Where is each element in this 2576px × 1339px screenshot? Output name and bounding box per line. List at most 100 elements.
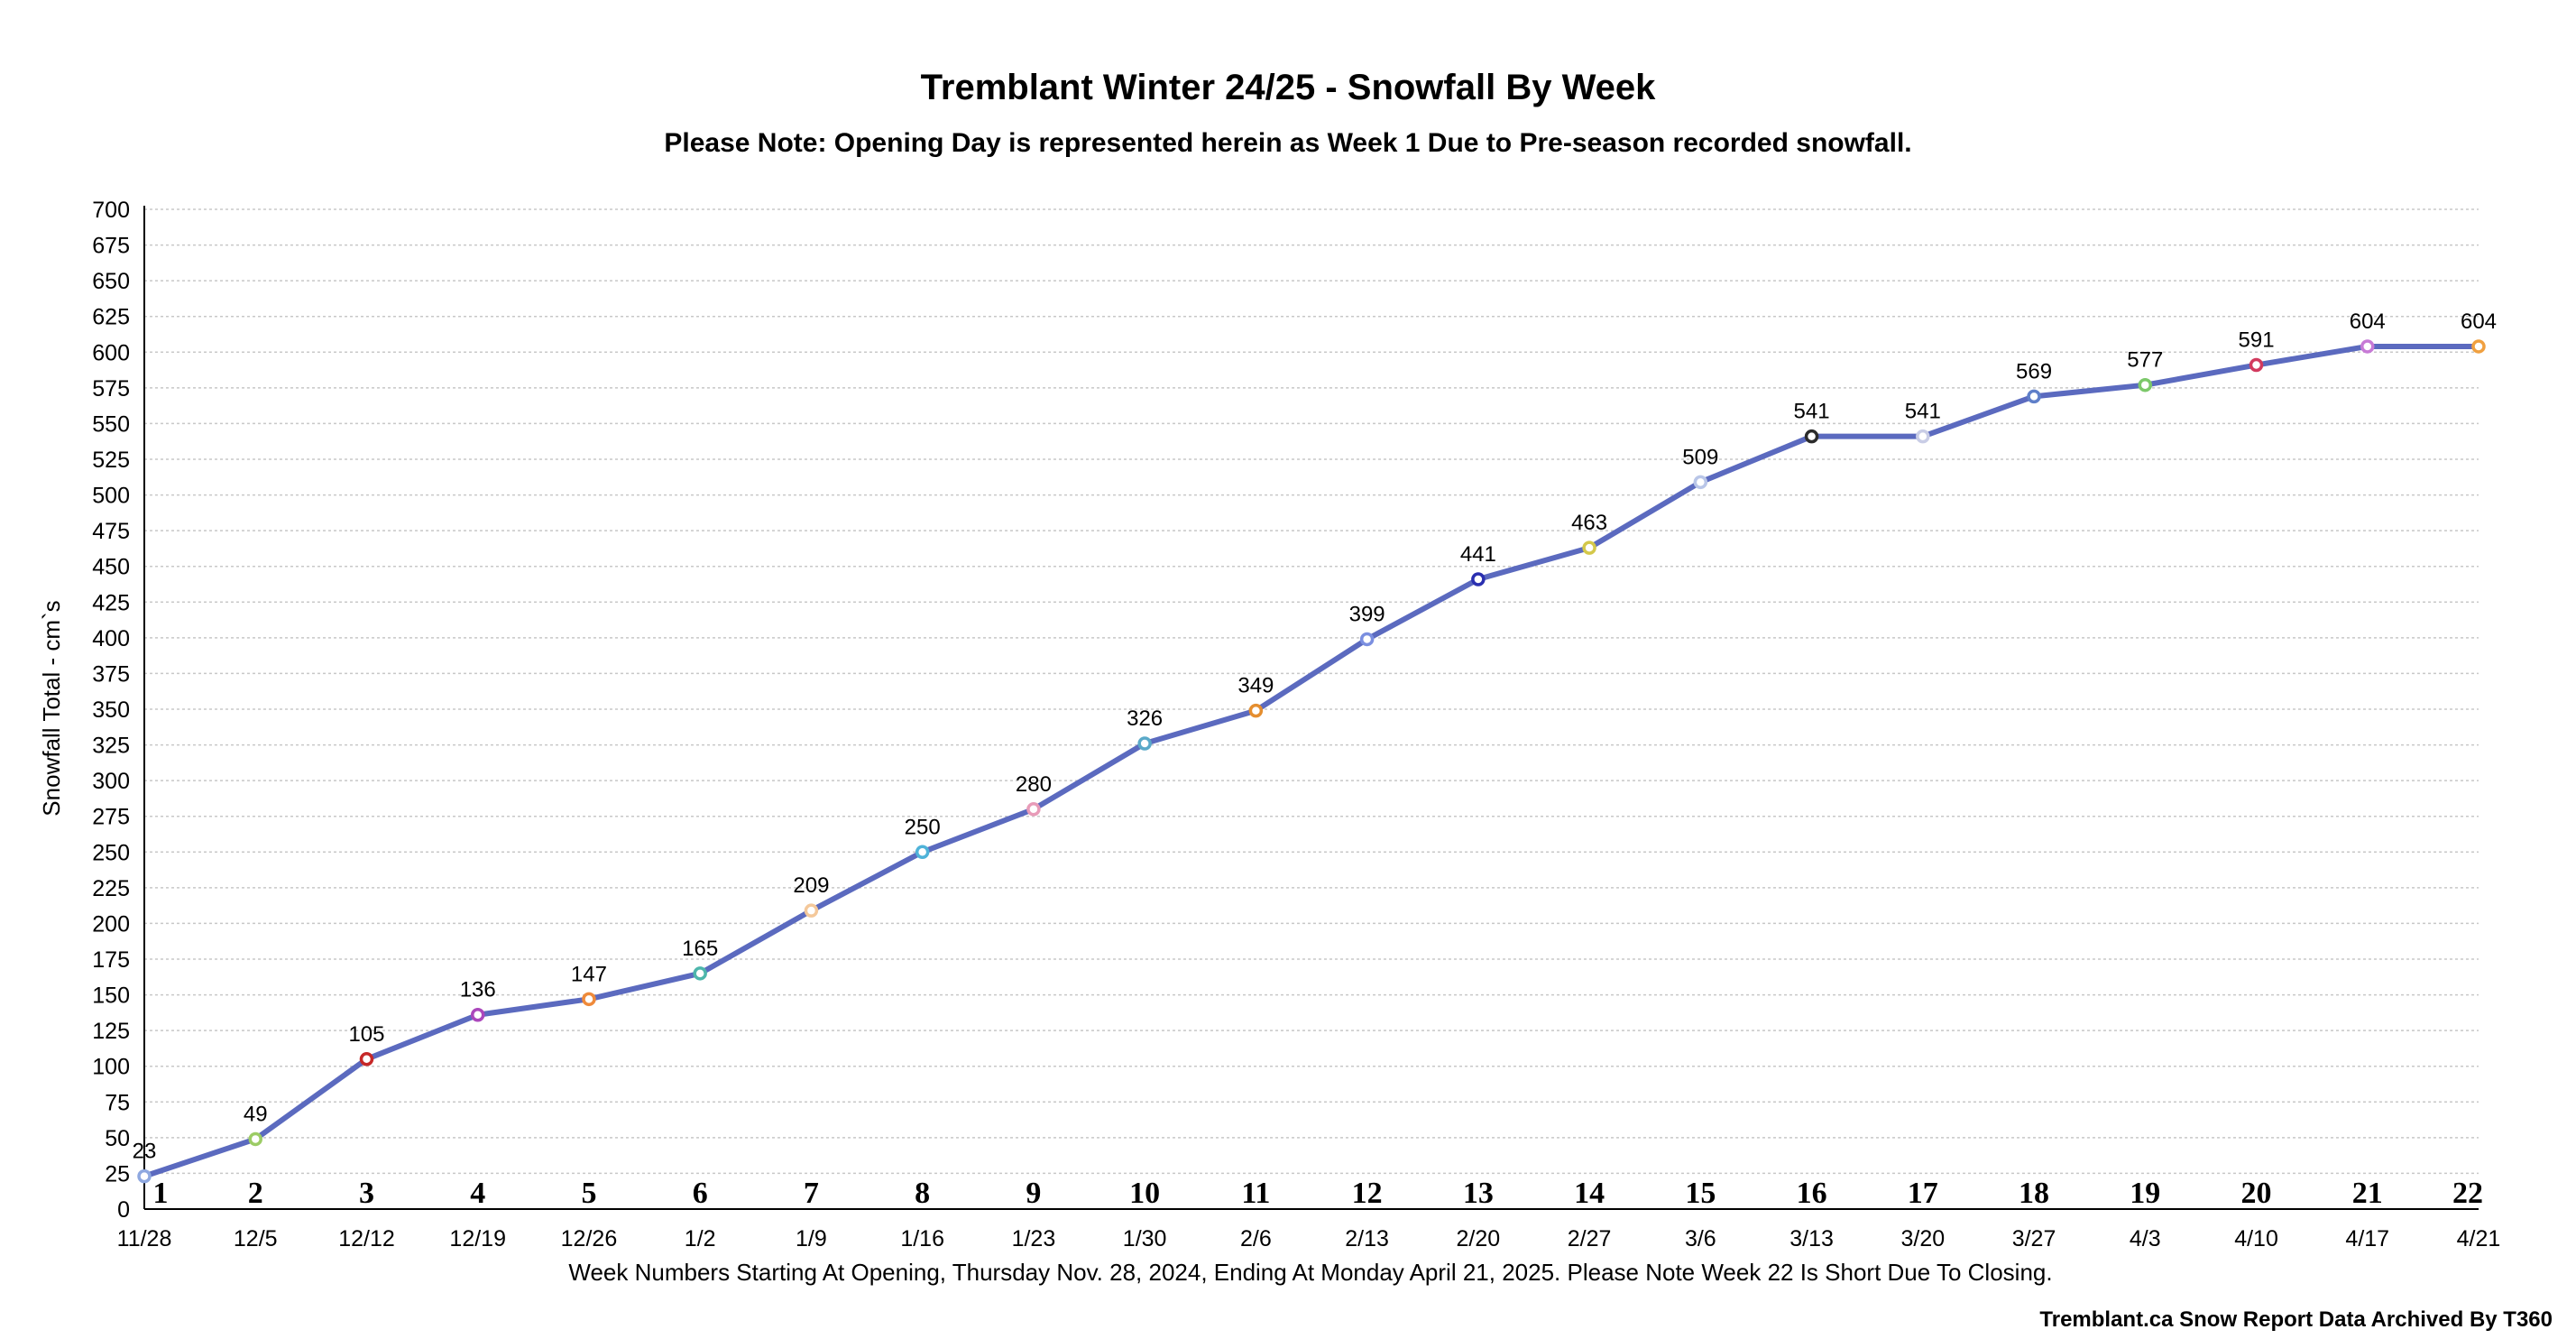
week-number-label: 4 xyxy=(470,1177,485,1210)
week-number-label: 21 xyxy=(2352,1177,2383,1210)
chart-subtitle: Please Note: Opening Day is represented … xyxy=(664,128,1911,158)
x-tick-label: 2/27 xyxy=(1568,1226,1612,1251)
x-axis-ticks: 11/28 12/5 12/12 12/19 12/26 1/2 1/9 1/16 1/23 1/… xyxy=(117,1226,2501,1251)
data-label: 591 xyxy=(2239,328,2275,353)
y-tick-label: 0 xyxy=(117,1197,130,1223)
data-label: 280 xyxy=(1016,772,1052,797)
y-tick-label: 525 xyxy=(92,448,130,473)
y-tick-label: 200 xyxy=(92,911,130,937)
data-point xyxy=(2360,339,2375,354)
y-tick-label: 225 xyxy=(92,876,130,901)
y-tick-label: 625 xyxy=(92,305,130,330)
data-point xyxy=(693,966,707,981)
week-number-label: 12 xyxy=(1352,1177,1383,1210)
y-tick-label: 300 xyxy=(92,769,130,794)
y-tick-label: 675 xyxy=(92,234,130,259)
y-tick-label: 550 xyxy=(92,411,130,437)
data-point xyxy=(1359,632,1375,647)
y-tick-label: 650 xyxy=(92,269,130,294)
week-number-label: 16 xyxy=(1797,1177,1827,1210)
week-number-label: 20 xyxy=(2241,1177,2272,1210)
data-label: 165 xyxy=(682,937,718,961)
week-number-label: 6 xyxy=(693,1177,708,1210)
data-markers xyxy=(137,339,2486,1184)
x-tick-label: 4/3 xyxy=(2130,1226,2161,1251)
data-label: 541 xyxy=(1794,400,1830,424)
x-tick-label: 12/5 xyxy=(234,1226,278,1251)
y-tick-label: 375 xyxy=(92,661,130,687)
x-tick-label: 2/20 xyxy=(1457,1226,1501,1251)
x-tick-label: 4/21 xyxy=(2457,1226,2501,1251)
data-point xyxy=(1471,572,1486,586)
x-tick-label: 1/23 xyxy=(1012,1226,1056,1251)
data-label: 569 xyxy=(2016,359,2052,383)
week-number-label: 17 xyxy=(1908,1177,1938,1210)
week-number-label: 3 xyxy=(359,1177,374,1210)
week-number-label: 18 xyxy=(2019,1177,2049,1210)
x-tick-label: 1/16 xyxy=(900,1226,944,1251)
series-line xyxy=(142,343,2481,1179)
week-number-label: 9 xyxy=(1026,1177,1041,1210)
data-point xyxy=(2471,339,2486,354)
y-axis-label: Snowfall Total - cm`s xyxy=(38,600,65,816)
source-credit: Tremblant.ca Snow Report Data Archived B… xyxy=(2039,1307,2553,1332)
y-tick-label: 475 xyxy=(92,519,130,544)
data-point xyxy=(1693,475,1708,490)
y-tick-label: 425 xyxy=(92,590,130,615)
x-tick-label: 1/2 xyxy=(685,1226,716,1251)
data-label: 23 xyxy=(133,1140,157,1164)
y-tick-label: 100 xyxy=(92,1055,130,1080)
week-number-label: 22 xyxy=(2452,1177,2483,1210)
week-number-label: 11 xyxy=(1241,1177,1270,1210)
chart-title: Tremblant Winter 24/25 - Snowfall By Wee… xyxy=(921,68,1656,107)
x-tick-label: 3/13 xyxy=(1789,1226,1834,1251)
y-tick-label: 700 xyxy=(92,198,130,223)
data-label: 136 xyxy=(460,978,496,1002)
data-label: 105 xyxy=(348,1022,384,1047)
week-number-label: 8 xyxy=(915,1177,930,1210)
week-number-label: 1 xyxy=(153,1177,169,1210)
data-point xyxy=(137,1168,152,1184)
y-tick-label: 125 xyxy=(92,1019,130,1044)
x-tick-label: 3/6 xyxy=(1685,1226,1716,1251)
y-tick-label: 350 xyxy=(92,697,130,723)
data-label: 209 xyxy=(793,873,829,898)
x-tick-label: 4/10 xyxy=(2234,1226,2278,1251)
y-tick-label: 400 xyxy=(92,626,130,651)
y-tick-label: 575 xyxy=(92,376,130,402)
x-tick-label: 12/12 xyxy=(338,1226,395,1251)
data-point xyxy=(248,1131,262,1147)
y-axis-ticks: 0 25 50 75 100 125 150 175 200 225 250 275 300 325 350… xyxy=(92,198,130,1223)
data-point xyxy=(2027,389,2041,404)
data-point xyxy=(915,845,930,860)
x-tick-label: 12/19 xyxy=(449,1226,506,1251)
data-label: 541 xyxy=(1905,400,1941,424)
data-point xyxy=(582,992,596,1007)
week-number-label: 5 xyxy=(581,1177,596,1210)
y-tick-label: 600 xyxy=(92,340,130,365)
data-label: 441 xyxy=(1460,542,1496,567)
data-label: 577 xyxy=(2127,348,2163,373)
x-tick-label: 11/28 xyxy=(117,1226,172,1251)
y-tick-label: 75 xyxy=(105,1090,130,1115)
x-tick-label: 3/20 xyxy=(1900,1226,1945,1251)
series-snowfall xyxy=(142,343,2481,1179)
data-point xyxy=(804,903,819,918)
data-label: 604 xyxy=(2350,309,2386,334)
week-number-label: 15 xyxy=(1685,1177,1716,1210)
x-axis-label: Week Numbers Starting At Opening, Thursd… xyxy=(568,1259,2052,1286)
data-point xyxy=(359,1052,374,1067)
axes xyxy=(143,206,2479,1210)
x-tick-label: 12/26 xyxy=(561,1226,618,1251)
y-tick-label: 175 xyxy=(92,947,130,973)
x-tick-label: 2/6 xyxy=(1240,1226,1272,1251)
data-point xyxy=(2249,357,2264,373)
data-point xyxy=(1916,429,1930,444)
data-point xyxy=(1137,736,1152,751)
y-tick-label: 500 xyxy=(92,484,130,509)
data-point xyxy=(1248,703,1264,718)
week-number-label: 19 xyxy=(2130,1177,2160,1210)
data-label: 147 xyxy=(571,962,607,986)
data-labels: 23 49 105 136 147 165 209 250 280 326 349 399 441 463… xyxy=(133,309,2497,1164)
